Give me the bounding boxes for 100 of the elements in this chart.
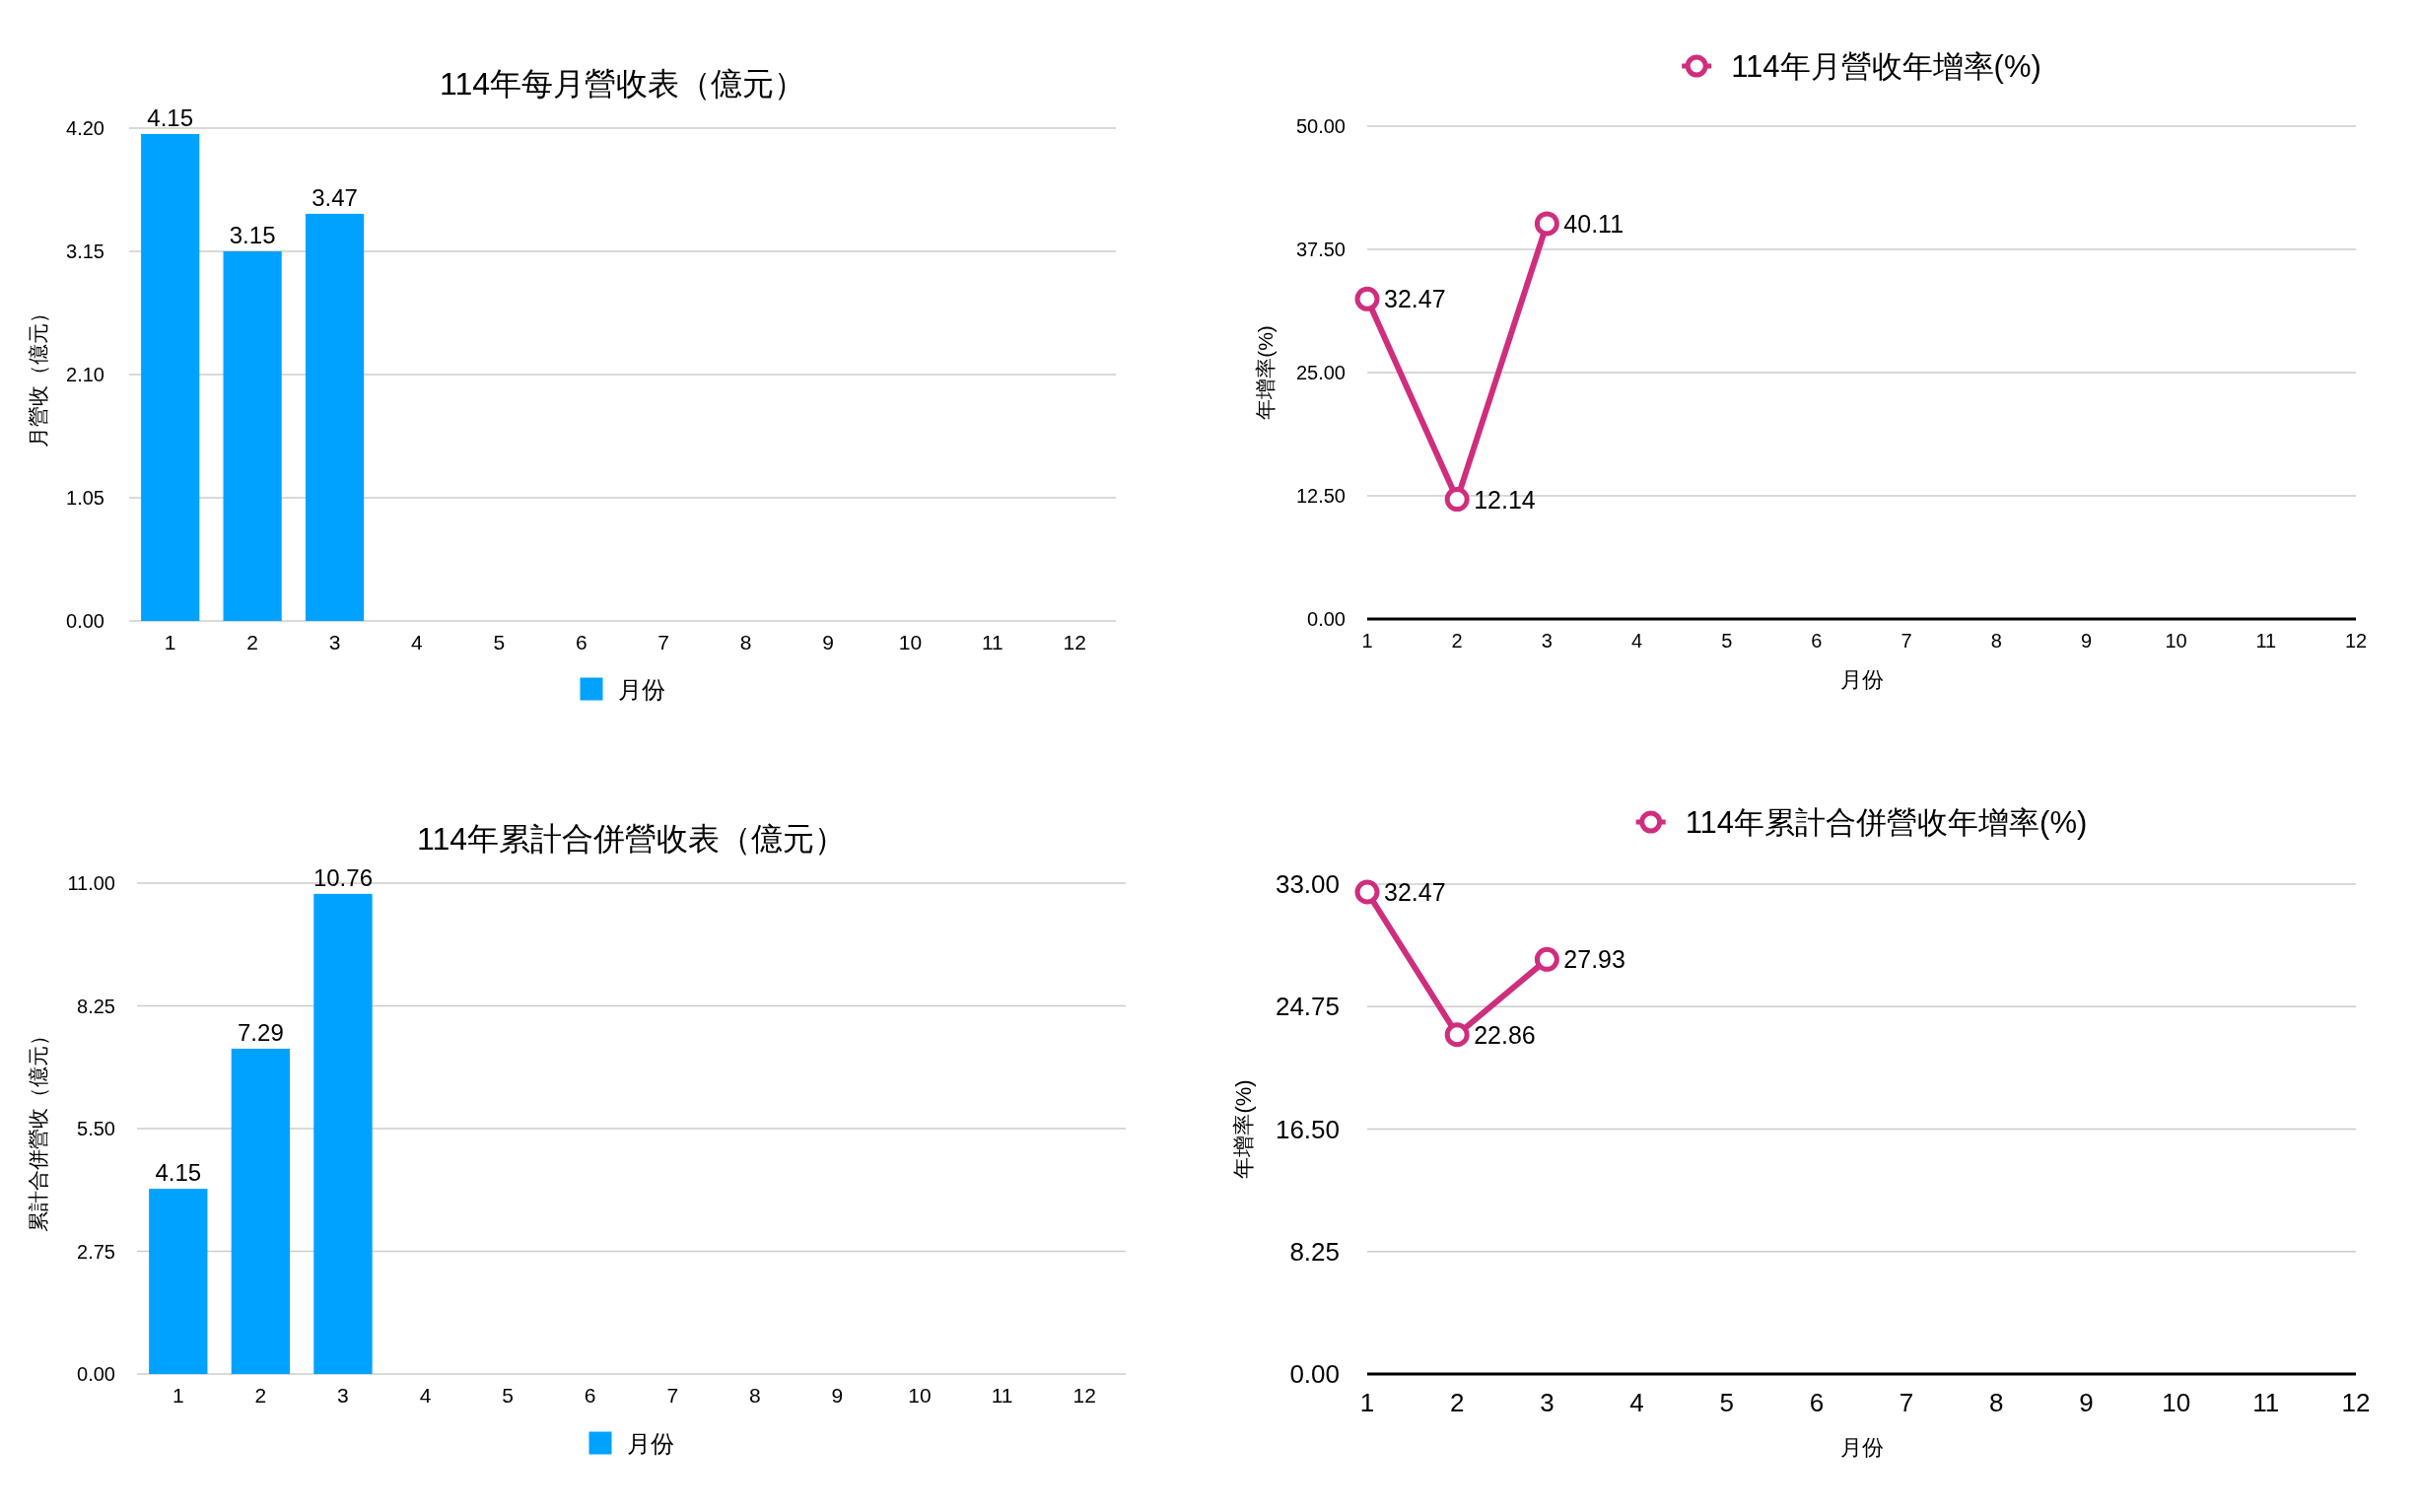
x-tick-label: 11 (991, 1383, 1013, 1407)
x-tick-label: 9 (831, 1383, 844, 1407)
x-tick-label: 3 (328, 630, 341, 653)
x-tick-label: 11 (2255, 630, 2277, 652)
x-tick-label: 12 (1063, 630, 1086, 653)
y-tick-label: 0.00 (77, 1363, 115, 1385)
y-tick-label: 2.10 (66, 364, 104, 385)
x-tick-label: 2 (1449, 1388, 1465, 1417)
x-tick-label: 2 (1451, 630, 1463, 652)
chart-title: 114年每月營收表（億元） (439, 66, 806, 102)
data-label: 40.11 (1563, 209, 1624, 238)
point (1354, 286, 1380, 311)
bar (149, 1189, 208, 1374)
y-tick-label: 1.05 (66, 487, 104, 509)
y-tick-label: 4.20 (66, 117, 104, 139)
point (1534, 211, 1559, 237)
x-tick-label: 9 (2080, 630, 2093, 652)
x-tick-label: 10 (2162, 1388, 2191, 1417)
y-tick-label: 0.00 (1289, 1359, 1340, 1389)
x-tick-label: 7 (1899, 1388, 1914, 1417)
x-tick-label: 11 (981, 630, 1003, 653)
legend-label: 114年月營收年增率(%) (1731, 48, 2041, 84)
x-tick-label: 8 (1990, 630, 2002, 652)
x-tick-label: 11 (2252, 1388, 2280, 1417)
x-tick-label: 1 (1361, 630, 1373, 652)
legend-label: 月份 (617, 675, 665, 703)
x-tick-label: 7 (666, 1383, 679, 1407)
x-tick-label: 4 (1630, 630, 1643, 652)
data-label: 10.76 (312, 863, 373, 891)
x-axis-title: 月份 (1839, 666, 1884, 692)
x-tick-label: 8 (1989, 1388, 2004, 1417)
data-label: 12.14 (1474, 485, 1536, 514)
y-tick-label: 33.00 (1275, 869, 1340, 899)
x-tick-label: 10 (908, 1383, 932, 1407)
x-tick-label: 7 (1901, 630, 1912, 652)
data-label: 32.47 (1384, 285, 1446, 313)
x-tick-label: 3 (1541, 630, 1553, 652)
x-tick-label: 5 (1719, 1388, 1734, 1417)
x-tick-label: 5 (502, 1383, 514, 1407)
chart-title: 114年累計合併營收表（億元） (416, 821, 847, 857)
x-tick-label: 9 (2079, 1388, 2094, 1417)
x-axis-title: 月份 (1839, 1434, 1884, 1460)
data-label: 4.15 (155, 1159, 202, 1187)
x-tick-label: 6 (584, 1383, 596, 1407)
y-tick-label: 16.50 (1275, 1114, 1340, 1144)
x-tick-label: 4 (1629, 1388, 1644, 1417)
bar (313, 893, 373, 1374)
y-axis-title: 年增率(%) (1230, 1079, 1256, 1179)
y-tick-label: 2.75 (77, 1240, 115, 1263)
y-tick-label: 8.25 (77, 995, 115, 1017)
x-tick-label: 12 (2344, 630, 2368, 652)
x-tick-label: 5 (493, 630, 506, 653)
x-tick-label: 6 (1809, 1388, 1825, 1417)
data-label: 32.47 (1384, 877, 1446, 906)
y-axis-title: 累計合併營收（億元） (26, 1025, 49, 1232)
point (1444, 1022, 1470, 1048)
y-tick-label: 3.15 (66, 241, 104, 262)
y-tick-label: 5.50 (77, 1118, 115, 1139)
y-tick-label: 25.00 (1295, 362, 1346, 383)
y-tick-label: 50.00 (1295, 115, 1346, 137)
x-tick-label: 2 (246, 630, 258, 653)
x-tick-label: 1 (1359, 1388, 1375, 1417)
legend-label: 114年累計合併營收年增率(%) (1685, 804, 2088, 840)
point (1444, 487, 1470, 513)
x-tick-label: 4 (419, 1383, 432, 1407)
data-label: 3.15 (229, 222, 276, 248)
y-tick-label: 0.00 (66, 610, 104, 632)
x-tick-label: 8 (739, 630, 752, 653)
y-axis-title: 年增率(%) (1253, 325, 1277, 420)
x-tick-label: 4 (411, 630, 424, 653)
y-axis-title: 月營收（億元） (26, 302, 49, 447)
bar (231, 1048, 291, 1374)
x-tick-label: 12 (1072, 1383, 1096, 1407)
legend-label: 月份 (626, 1429, 674, 1457)
x-tick-label: 3 (1540, 1388, 1555, 1417)
x-tick-label: 8 (749, 1383, 761, 1407)
x-tick-label: 10 (898, 630, 923, 653)
y-tick-label: 12.50 (1295, 485, 1346, 507)
data-label: 7.29 (238, 1018, 284, 1046)
x-tick-label: 12 (2341, 1388, 2371, 1417)
point (1534, 946, 1559, 972)
x-tick-label: 3 (337, 1383, 349, 1407)
y-tick-label: 37.50 (1295, 239, 1346, 260)
x-tick-label: 7 (657, 630, 670, 653)
y-tick-label: 8.25 (1289, 1236, 1340, 1267)
x-tick-label: 10 (2165, 630, 2187, 652)
y-tick-label: 11.00 (67, 872, 115, 894)
x-tick-label: 1 (164, 630, 176, 653)
data-label: 4.15 (147, 103, 194, 131)
data-label: 27.93 (1563, 945, 1625, 974)
point (1354, 879, 1380, 905)
x-tick-label: 6 (575, 630, 587, 653)
y-tick-label: 24.75 (1275, 992, 1340, 1022)
data-label: 22.86 (1474, 1020, 1536, 1049)
x-tick-label: 2 (254, 1383, 267, 1407)
x-tick-label: 5 (1721, 630, 1733, 652)
x-tick-label: 9 (822, 630, 834, 653)
data-label: 3.47 (311, 183, 358, 211)
x-tick-label: 1 (172, 1383, 184, 1407)
x-tick-label: 6 (1811, 630, 1823, 652)
